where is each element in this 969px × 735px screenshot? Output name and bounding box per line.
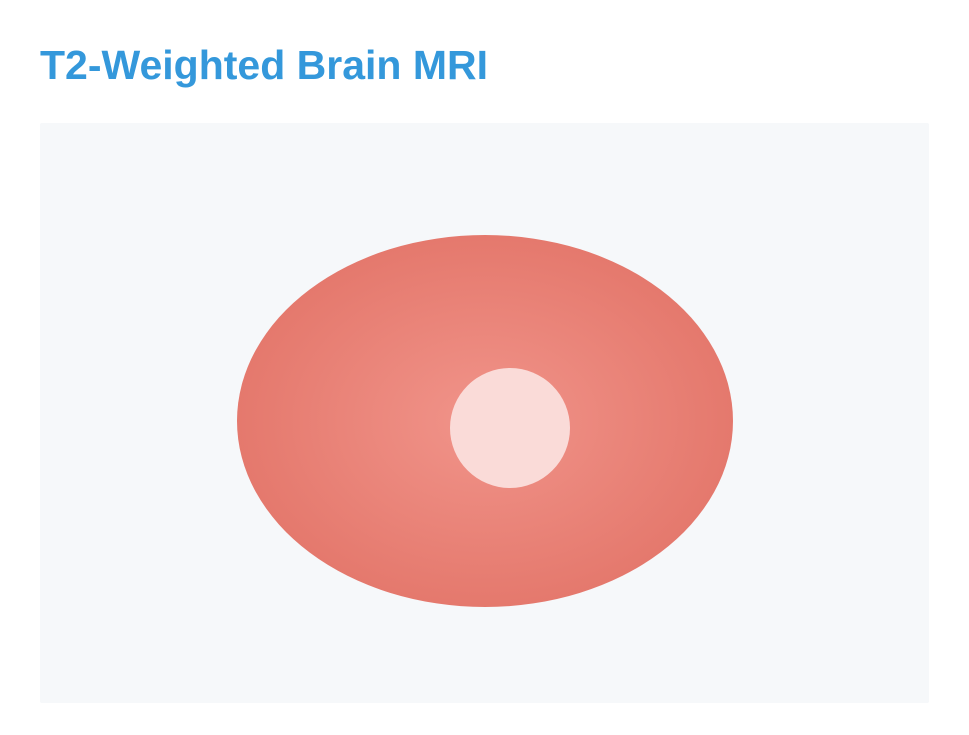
lesion-circle	[450, 368, 570, 488]
mri-figure	[40, 123, 929, 703]
mri-svg	[40, 123, 929, 703]
page-title: T2-Weighted Brain MRI	[40, 0, 929, 89]
mri-card: T2-Weighted Brain MRI	[0, 0, 969, 735]
